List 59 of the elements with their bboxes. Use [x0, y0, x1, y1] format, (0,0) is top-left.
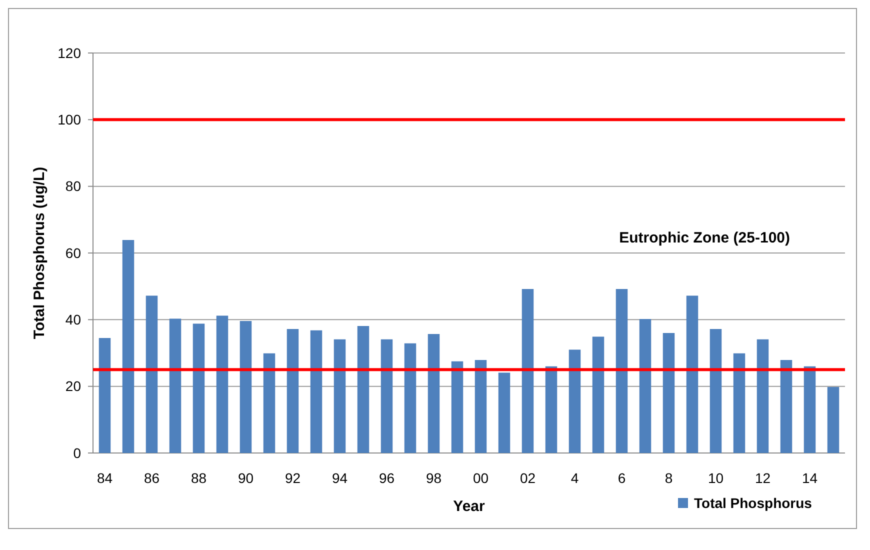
- y-tick-label: 100: [58, 112, 82, 128]
- bar: [240, 321, 252, 453]
- x-tick-label: 90: [238, 470, 254, 486]
- bar: [522, 289, 534, 453]
- x-tick-label: 98: [426, 470, 442, 486]
- bar: [169, 318, 182, 453]
- bar: [498, 372, 510, 453]
- bar: [310, 330, 322, 453]
- bar: [404, 343, 416, 453]
- bar: [192, 324, 205, 453]
- y-tick-label: 80: [65, 178, 82, 194]
- x-tick-label: 02: [520, 470, 536, 486]
- x-tick-label: 88: [190, 470, 207, 486]
- bar: [286, 329, 299, 453]
- bar: [662, 333, 675, 453]
- x-tick-label: 84: [96, 470, 113, 486]
- x-tick-label: 14: [802, 470, 818, 486]
- x-axis-title: Year: [453, 498, 486, 515]
- bar: [804, 366, 816, 453]
- bar: [216, 316, 228, 453]
- bar: [380, 339, 393, 453]
- x-tick-label: 6: [618, 470, 626, 486]
- bar: [710, 329, 722, 453]
- bar: [639, 319, 652, 453]
- bar: [780, 360, 792, 453]
- x-tick-label: 92: [284, 470, 301, 486]
- x-tick-label: 96: [378, 470, 395, 486]
- bar: [357, 326, 370, 453]
- y-axis-title: Total Phosphorus (ug/L): [31, 166, 48, 340]
- bar: [428, 334, 440, 453]
- bar: [98, 338, 111, 453]
- y-tick-label: 0: [73, 444, 82, 461]
- x-tick-label: 94: [332, 470, 348, 486]
- bar: [334, 339, 346, 453]
- x-tick-label: 86: [144, 470, 160, 486]
- bar: [146, 296, 158, 453]
- legend-label: Total Phosphorus: [694, 494, 812, 511]
- x-tick-label: 4: [570, 470, 579, 486]
- bar: [474, 360, 487, 453]
- bar: [827, 387, 840, 453]
- y-tick-label: 60: [65, 244, 82, 261]
- bar: [592, 336, 604, 453]
- bar: [451, 361, 464, 453]
- annotation: Eutrophic Zone (25-100): [619, 229, 790, 246]
- y-tick-label: 40: [65, 312, 82, 328]
- bar: [616, 289, 628, 453]
- y-tick-label: 120: [58, 44, 82, 61]
- bar: [263, 353, 276, 453]
- x-tick-label: 00: [472, 470, 489, 486]
- y-tick-label: 20: [65, 378, 82, 394]
- bar: [568, 350, 581, 453]
- bar: [122, 240, 134, 453]
- x-tick-label: 10: [708, 470, 724, 486]
- bar: [545, 366, 558, 453]
- bar: [756, 339, 769, 453]
- x-tick-label: 8: [664, 470, 673, 486]
- bar: [686, 296, 698, 453]
- x-tick-label: 12: [754, 470, 771, 486]
- bar: [733, 353, 746, 453]
